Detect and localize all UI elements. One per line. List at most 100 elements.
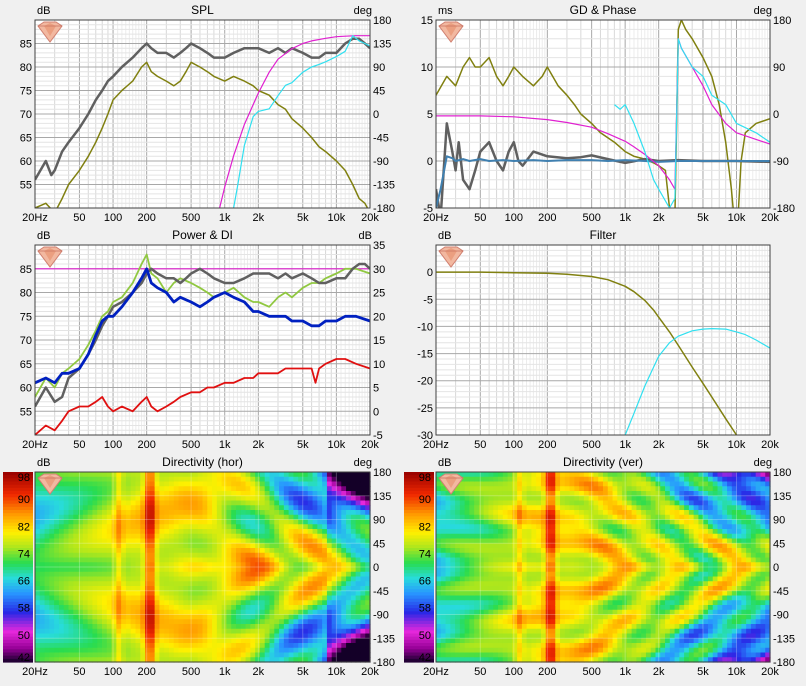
- heatmap-cell: [479, 638, 484, 643]
- heatmap-cell: [565, 624, 570, 629]
- heatmap-cell: [531, 596, 536, 601]
- heatmap-cell: [274, 548, 279, 553]
- heatmap-cell: [207, 510, 212, 515]
- heatmap-cell: [512, 619, 517, 624]
- heatmap-cell: [560, 638, 565, 643]
- heatmap-cell: [246, 486, 251, 491]
- heatmap-cell: [493, 543, 498, 548]
- heatmap-cell: [488, 605, 493, 610]
- heatmap-cell: [88, 624, 93, 629]
- heatmap-cell: [45, 529, 50, 534]
- heatmap-cell: [270, 615, 275, 620]
- heatmap-cell: [78, 534, 83, 539]
- heatmap-cell: [260, 472, 265, 477]
- heatmap-cell: [217, 648, 222, 653]
- heatmap-cell: [116, 648, 121, 653]
- heatmap-cell: [651, 591, 656, 596]
- heatmap-cell: [136, 482, 141, 487]
- heatmap-cell: [179, 496, 184, 501]
- heatmap-cell: [49, 510, 54, 515]
- heatmap-cell: [670, 572, 675, 577]
- heatmap-cell: [260, 501, 265, 506]
- heatmap-cell: [174, 486, 179, 491]
- heatmap-cell: [603, 486, 608, 491]
- heatmap-cell: [441, 567, 446, 572]
- heatmap-cell: [198, 548, 203, 553]
- heatmap-cell: [641, 615, 646, 620]
- heatmap-cell: [346, 496, 351, 501]
- heatmap-cell: [675, 534, 680, 539]
- heatmap-cell: [455, 600, 460, 605]
- heatmap-cell: [107, 581, 112, 586]
- heatmap-cell: [140, 600, 145, 605]
- spl-x-tick-label: 5k: [297, 212, 309, 224]
- heatmap-cell: [593, 619, 598, 624]
- power-title: Power & DI: [172, 228, 233, 242]
- heatmap-cell: [527, 567, 532, 572]
- heatmap-cell: [274, 591, 279, 596]
- heatmap-cell: [145, 577, 150, 582]
- heatmap-cell: [69, 615, 74, 620]
- heatmap-cell: [140, 567, 145, 572]
- heatmap-cell: [351, 653, 356, 658]
- heatmap-cell: [54, 624, 59, 629]
- heatmap-cell: [112, 596, 117, 601]
- heatmap-cell: [174, 543, 179, 548]
- heatmap-cell: [83, 553, 88, 558]
- heatmap-cell: [641, 558, 646, 563]
- heatmap-cell: [260, 596, 265, 601]
- heatmap-cell: [636, 577, 641, 582]
- heatmap-cell: [183, 567, 188, 572]
- heatmap-cell: [97, 638, 102, 643]
- heatmap-cell: [35, 543, 40, 548]
- heatmap-cell: [231, 605, 236, 610]
- heatmap-cell: [59, 529, 64, 534]
- heatmap-cell: [313, 496, 318, 501]
- heatmap-cell: [169, 477, 174, 482]
- heatmap-cell: [469, 486, 474, 491]
- heatmap-cell: [270, 548, 275, 553]
- heatmap-cell: [164, 534, 169, 539]
- heatmap-cell: [322, 520, 327, 525]
- heatmap-cell: [660, 638, 665, 643]
- heatmap-cell: [121, 472, 126, 477]
- heatmap-cell: [49, 591, 54, 596]
- heatmap-cell: [207, 605, 212, 610]
- heatmap-cell: [250, 558, 255, 563]
- heatmap-cell: [102, 477, 107, 482]
- heatmap-cell: [203, 534, 208, 539]
- heatmap-cell: [351, 615, 356, 620]
- heatmap-cell: [289, 477, 294, 482]
- heatmap-cell: [313, 591, 318, 596]
- heatmap-cell: [484, 510, 489, 515]
- heatmap-cell: [617, 482, 622, 487]
- heatmap-cell: [159, 505, 164, 510]
- heatmap-cell: [436, 529, 441, 534]
- heatmap-cell: [193, 619, 198, 624]
- heatmap-cell: [284, 653, 289, 658]
- heatmap-cell: [131, 605, 136, 610]
- heatmap-cell: [560, 572, 565, 577]
- heatmap-cell: [145, 643, 150, 648]
- heatmap-cell: [341, 553, 346, 558]
- heatmap-cell: [35, 553, 40, 558]
- heatmap-cell: [536, 524, 541, 529]
- heatmap-cell: [112, 510, 117, 515]
- heatmap-cell: [632, 638, 637, 643]
- heatmap-cell: [107, 482, 112, 487]
- heatmap-cell: [231, 520, 236, 525]
- heatmap-cell: [293, 643, 298, 648]
- heatmap-cell: [193, 638, 198, 643]
- heatmap-cell: [465, 591, 470, 596]
- heatmap-cell: [155, 572, 160, 577]
- heatmap-cell: [236, 534, 241, 539]
- heatmap-cell: [150, 577, 155, 582]
- heatmap-cell: [574, 553, 579, 558]
- heatmap-cell: [651, 624, 656, 629]
- heatmap-cell: [179, 624, 184, 629]
- heatmap-cell: [570, 619, 575, 624]
- heatmap-cell: [112, 638, 117, 643]
- heatmap-cell: [455, 501, 460, 506]
- heatmap-cell: [159, 520, 164, 525]
- heatmap-cell: [322, 496, 327, 501]
